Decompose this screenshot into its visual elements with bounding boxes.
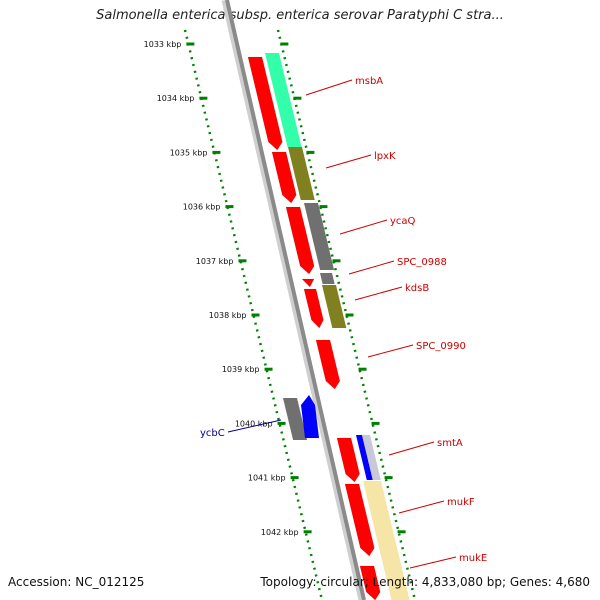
- gene-leader-line: [388, 441, 435, 456]
- map-title: Salmonella enterica subsp. enterica sero…: [96, 8, 504, 23]
- cds-arrow-SPC_0988: [301, 278, 315, 288]
- summary-text: Topology: circular; Length: 4,833,080 bp…: [260, 575, 590, 589]
- scale-tick-label: 1037 kbp: [196, 257, 234, 266]
- gene-label-lpxK: lpxK: [374, 151, 396, 162]
- gene-block-SPC_0988: [320, 273, 335, 284]
- cds-arrow-ycaQ: [285, 206, 315, 275]
- cds-arrow-mukF: [344, 483, 375, 557]
- gene-label-ycbC: ycbC: [200, 428, 225, 439]
- gene-block-ycaQ: [304, 203, 335, 270]
- cds-arrow-SPC_0990: [315, 339, 341, 390]
- cds-arrow-smtA: [336, 437, 360, 483]
- scale-tick-label: 1038 kbp: [209, 311, 247, 320]
- gene-block-msbA: [265, 53, 302, 147]
- gene-leader-line: [398, 500, 445, 514]
- gene-labels-layer: msbA lpxK ycaQ SPC_0988 kdsB SPC_0990 ycbC smtA…: [200, 76, 487, 569]
- gene-leader-line: [348, 260, 395, 275]
- gene-label-kdsB: kdsB: [405, 283, 429, 294]
- gene-leader-line: [339, 219, 388, 235]
- gene-label-mukF: mukF: [447, 497, 475, 508]
- backbone-line: [225, 0, 366, 600]
- gene-block-kdsB: [322, 285, 347, 328]
- gene-leader-line: [325, 154, 372, 169]
- gene-label-smtA: smtA: [437, 438, 463, 449]
- gene-block-ycbC: [283, 398, 308, 440]
- cds-arrow-msbA: [247, 56, 283, 151]
- gene-leader-line: [227, 419, 282, 433]
- cds-arrow-ycbC: [301, 395, 319, 438]
- gene-label-msbA: msbA: [355, 76, 383, 87]
- gene-block-lpxK: [288, 147, 315, 200]
- cds-arrow-mukE: [359, 565, 381, 600]
- gene-leader-line: [409, 556, 457, 569]
- cds-arrow-kdsB: [303, 288, 324, 329]
- scale-tick-label: 1040 kbp: [235, 419, 273, 428]
- gene-leader-line: [367, 344, 414, 358]
- gene-label-mukE: mukE: [459, 553, 487, 564]
- gene-block-mukF: [363, 481, 410, 600]
- scale-tick-label: 1035 kbp: [170, 148, 208, 157]
- scale-tick-label: 1034 kbp: [157, 94, 195, 103]
- gene-block-smtA-a: [356, 435, 373, 480]
- gene-leader-line: [305, 79, 353, 96]
- scale-tick-label: 1042 kbp: [261, 528, 299, 537]
- gene-label-SPC_0988: SPC_0988: [397, 257, 447, 268]
- cds-arrow-lpxK: [271, 151, 297, 204]
- scale-tick-label: 1036 kbp: [183, 203, 221, 212]
- backbone-layer: [221, 0, 366, 600]
- features-layer: [247, 53, 410, 600]
- gene-label-ycaQ: ycaQ: [390, 216, 416, 227]
- scale-tick-label: 1041 kbp: [248, 474, 286, 483]
- gene-leader-line: [354, 286, 403, 301]
- gene-label-SPC_0990: SPC_0990: [416, 341, 466, 352]
- gene-block-smtA-b: [362, 435, 381, 480]
- scale-tick-label: 1033 kbp: [144, 40, 182, 49]
- scale-ticks-layer: 1033 kbp 1034 kbp 1035 kbp 1036 kbp 1037 kbp…: [144, 29, 417, 600]
- scale-tick-label: 1039 kbp: [222, 365, 260, 374]
- accession-text: Accession: NC_012125: [8, 575, 145, 589]
